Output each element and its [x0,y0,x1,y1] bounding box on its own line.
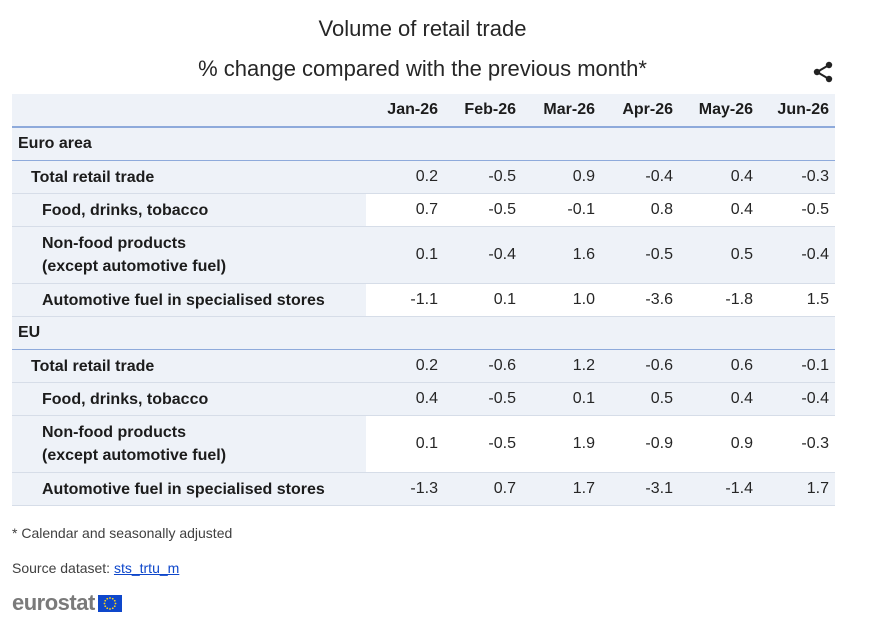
row-label-line: (except automotive fuel) [42,258,227,275]
chart-title: Volume of retail trade [318,16,527,41]
cell-value: 0.5 [679,226,759,284]
group-row-eu: EU [12,316,835,350]
footnote: * Calendar and seasonally adjusted [12,525,233,541]
row-label-line: (except automotive fuel) [42,447,227,464]
cell-value: -0.4 [601,160,679,194]
cell-value: -0.5 [444,160,522,194]
cell-value: 1.5 [759,283,835,317]
cell-value: 0.8 [601,193,679,227]
cell-value: -0.4 [759,226,835,284]
cell-value: -0.5 [444,382,522,416]
source-line: Source dataset: sts_trtu_m [12,560,179,576]
row-label: Non-food products (except automotive fue… [12,226,366,284]
cell-value: -0.9 [601,415,679,473]
cell-value: -0.6 [444,349,522,383]
cell-value: 0.1 [366,226,444,284]
cell-value: -1.3 [366,472,444,506]
row-label: Automotive fuel in specialised stores [12,472,366,506]
cell-value: 0.9 [679,415,759,473]
row-label-line: Non-food products [42,424,186,441]
cell-value: 0.4 [679,193,759,227]
cell-value: -1.1 [366,283,444,317]
retail-trade-table: Jan-26 Feb-26 Mar-26 Apr-26 May-26 Jun-2… [12,94,835,506]
cell-value: 0.1 [522,382,601,416]
table-row: Total retail trade 0.2 -0.6 1.2 -0.6 0.6… [12,349,835,383]
column-header: Jan-26 [366,94,444,128]
table-row: Food, drinks, tobacco 0.4 -0.5 0.1 0.5 0… [12,382,835,416]
cell-value: -0.5 [759,193,835,227]
column-header: Feb-26 [444,94,522,128]
chart-subtitle: % change compared with the previous mont… [198,56,647,81]
cell-value: 0.7 [444,472,522,506]
cell-value: 0.9 [522,160,601,194]
cell-value: 0.4 [366,382,444,416]
cell-value: 1.0 [522,283,601,317]
cell-value: 0.5 [601,382,679,416]
cell-value: -0.3 [759,415,835,473]
cell-value: -0.1 [522,193,601,227]
cell-value: -0.5 [444,415,522,473]
cell-value: -3.6 [601,283,679,317]
group-label: Euro area [12,127,835,161]
cell-value: -1.8 [679,283,759,317]
group-label: EU [12,316,835,350]
cell-value: 1.2 [522,349,601,383]
cell-value: 0.6 [679,349,759,383]
cell-value: 0.1 [444,283,522,317]
table-row: Non-food products (except automotive fue… [12,415,835,473]
cell-value: 0.2 [366,349,444,383]
column-header: Mar-26 [522,94,601,128]
row-label: Non-food products (except automotive fue… [12,415,366,473]
header-corner [12,94,366,128]
cell-value: 0.2 [366,160,444,194]
table-row: Automotive fuel in specialised stores -1… [12,472,835,506]
logo-text: eurostat [12,590,95,615]
row-label-line: Non-food products [42,235,186,252]
row-label: Automotive fuel in specialised stores [12,283,366,317]
table-row: Food, drinks, tobacco 0.7 -0.5 -0.1 0.8 … [12,193,835,227]
column-header: Apr-26 [601,94,679,128]
cell-value: -0.5 [601,226,679,284]
row-label: Food, drinks, tobacco [12,382,366,416]
cell-value: -0.6 [601,349,679,383]
eu-flag-icon [97,594,122,612]
row-label: Total retail trade [12,160,366,194]
cell-value: 1.9 [522,415,601,473]
share-icon[interactable] [811,60,835,84]
cell-value: -0.5 [444,193,522,227]
source-prefix: Source dataset: [12,560,111,576]
cell-value: 0.4 [679,160,759,194]
cell-value: -0.4 [444,226,522,284]
cell-value: -3.1 [601,472,679,506]
cell-value: 1.6 [522,226,601,284]
cell-value: -0.1 [759,349,835,383]
row-label: Total retail trade [12,349,366,383]
cell-value: 0.7 [366,193,444,227]
source-dataset-link[interactable]: sts_trtu_m [113,560,180,576]
cell-value: 0.1 [366,415,444,473]
column-header: Jun-26 [759,94,835,128]
cell-value: 1.7 [522,472,601,506]
cell-value: 0.4 [679,382,759,416]
table-row: Automotive fuel in specialised stores -1… [12,283,835,317]
column-header: May-26 [679,94,759,128]
row-label: Food, drinks, tobacco [12,193,366,227]
cell-value: -0.4 [759,382,835,416]
header-row: Jan-26 Feb-26 Mar-26 Apr-26 May-26 Jun-2… [12,94,835,128]
table-row: Non-food products (except automotive fue… [12,226,835,284]
group-row-euro-area: Euro area [12,127,835,161]
cell-value: 1.7 [759,472,835,506]
cell-value: -1.4 [679,472,759,506]
table-row: Total retail trade 0.2 -0.5 0.9 -0.4 0.4… [12,160,835,194]
cell-value: -0.3 [759,160,835,194]
eurostat-logo[interactable]: eurostat [12,590,122,615]
